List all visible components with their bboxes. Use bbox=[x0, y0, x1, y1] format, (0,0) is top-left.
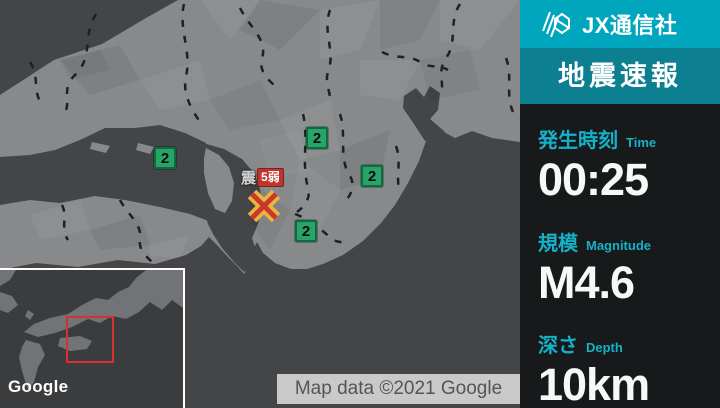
epicenter-intensity-label: 震 5弱 bbox=[241, 167, 284, 188]
inset-overview-map[interactable] bbox=[0, 268, 185, 408]
intensity-marker: 2 bbox=[154, 147, 176, 169]
alert-type-banner: 地震速報 bbox=[520, 48, 720, 104]
epicenter-label-prefix: 震 bbox=[241, 170, 257, 187]
prefecture-borders bbox=[28, 3, 515, 263]
time-label-jp: 発生時刻 bbox=[538, 130, 618, 152]
brand-name: JX通信社 bbox=[582, 13, 678, 38]
depth-label-en: Depth bbox=[586, 340, 623, 356]
google-watermark[interactable]: Google bbox=[8, 377, 69, 396]
magnitude-label-en: Magnitude bbox=[586, 237, 651, 253]
section-magnitude: 規模 Magnitude M4.6 bbox=[538, 227, 720, 307]
region-highlight-rect bbox=[66, 316, 114, 363]
max-intensity-badge: 5弱 bbox=[257, 168, 284, 187]
quake-info: 発生時刻 Time 00:25 規模 Magnitude M4.6 深さ Dep… bbox=[520, 104, 720, 408]
intensity-marker: 2 bbox=[361, 165, 383, 187]
intensity-marker: 2 bbox=[306, 127, 328, 149]
magnitude-label-jp: 規模 bbox=[538, 232, 578, 255]
island-polygons bbox=[46, 114, 234, 213]
depth-value: 10km bbox=[538, 359, 650, 408]
inset-land bbox=[0, 270, 183, 390]
epicenter-x-icon bbox=[247, 189, 281, 223]
depth-label-jp: 深さ bbox=[538, 335, 578, 358]
map-attribution: Map data ©2021 Google bbox=[277, 374, 520, 404]
time-value: 00:25 bbox=[538, 154, 649, 205]
inset-terrain bbox=[0, 270, 183, 408]
time-label-en: Time bbox=[626, 135, 657, 150]
section-depth: 深さ Depth 10km bbox=[538, 329, 720, 408]
info-panel: JX通信社 地震速報 発生時刻 Time 00:25 規模 Magnitude … bbox=[520, 0, 720, 408]
magnitude-value: M4.6 bbox=[538, 256, 635, 308]
jx-logo-icon bbox=[542, 11, 570, 38]
section-time: 発生時刻 Time 00:25 bbox=[538, 124, 720, 204]
intensity-marker: 2 bbox=[295, 220, 317, 242]
brand-header: JX通信社 bbox=[520, 0, 720, 48]
main-map[interactable]: 2 2 2 2 震 5弱 bbox=[0, 0, 520, 408]
